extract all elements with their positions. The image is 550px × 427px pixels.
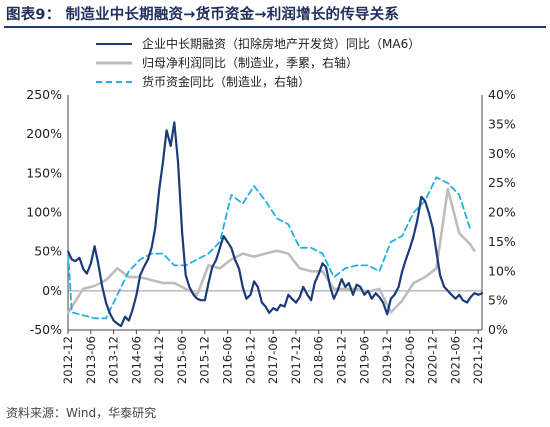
left-axis-tick-label: 250% (26, 87, 62, 102)
x-axis-tick-label: 2014-12 (152, 336, 166, 384)
legend-label-2: 归母净利润同比（制造业，季累，右轴） (142, 55, 358, 70)
chart-title: 图表9： 制造业中长期融资→货币资金→利润增长的传导关系 (6, 7, 400, 23)
right-axis-tick-label: 25% (488, 175, 516, 190)
right-axis-tick-label: 5% (488, 293, 508, 308)
x-axis-tick-label: 2017-12 (289, 336, 303, 384)
legend-label-1: 企业中长期融资（扣除房地产开发贷）同比（MA6） (142, 36, 420, 51)
x-axis-tick-label: 2021-06 (448, 336, 462, 384)
x-axis-tick-label: 2018-12 (334, 336, 348, 384)
left-axis-tick-label: -50% (30, 322, 62, 337)
x-axis-tick-label: 2019-12 (380, 336, 394, 384)
x-axis-tick-label: 2013-06 (84, 336, 98, 384)
series-line-1 (67, 121, 484, 328)
x-axis-tick-label: 2018-06 (312, 336, 326, 384)
right-axis-tick-label: 15% (488, 234, 516, 249)
title-divider (4, 26, 546, 28)
series-line-2 (66, 187, 476, 314)
left-axis-tick-label: 50% (34, 244, 62, 259)
series-line-3 (67, 176, 472, 320)
x-axis-tick-label: 2015-06 (175, 336, 189, 384)
right-axis-tick-label: 20% (488, 205, 516, 220)
x-axis-tick-label: 2019-06 (357, 336, 371, 384)
right-axis-tick-label: 10% (488, 263, 516, 278)
right-axis-tick-label: 30% (488, 146, 516, 161)
legend-label-3: 货币资金同比（制造业，右轴） (142, 74, 310, 89)
x-axis-tick-label: 2020-06 (403, 336, 417, 384)
x-axis-tick-label: 2021-12 (471, 336, 485, 384)
x-axis-tick-label: 2014-06 (129, 336, 143, 384)
x-axis-tick-label: 2013-12 (107, 336, 121, 384)
x-axis-tick-label: 2016-06 (221, 336, 235, 384)
left-axis-tick-label: 0% (42, 283, 62, 298)
x-axis-tick-label: 2015-12 (198, 336, 212, 384)
right-axis-tick-label: 0% (488, 322, 508, 337)
x-axis-tick-label: 2017-06 (266, 336, 280, 384)
x-axis-tick-label: 2012-12 (61, 336, 75, 384)
right-axis-tick-label: 40% (488, 87, 516, 102)
left-axis-tick-label: 100% (26, 205, 62, 220)
left-axis-tick-label: 150% (26, 165, 62, 180)
source-note: 资料来源：Wind，华泰研究 (6, 406, 157, 420)
right-axis-tick-label: 35% (488, 116, 516, 131)
x-axis-tick-label: 2016-12 (243, 336, 257, 384)
left-axis-tick-label: 200% (26, 126, 62, 141)
x-axis-tick-label: 2020-12 (426, 336, 440, 384)
